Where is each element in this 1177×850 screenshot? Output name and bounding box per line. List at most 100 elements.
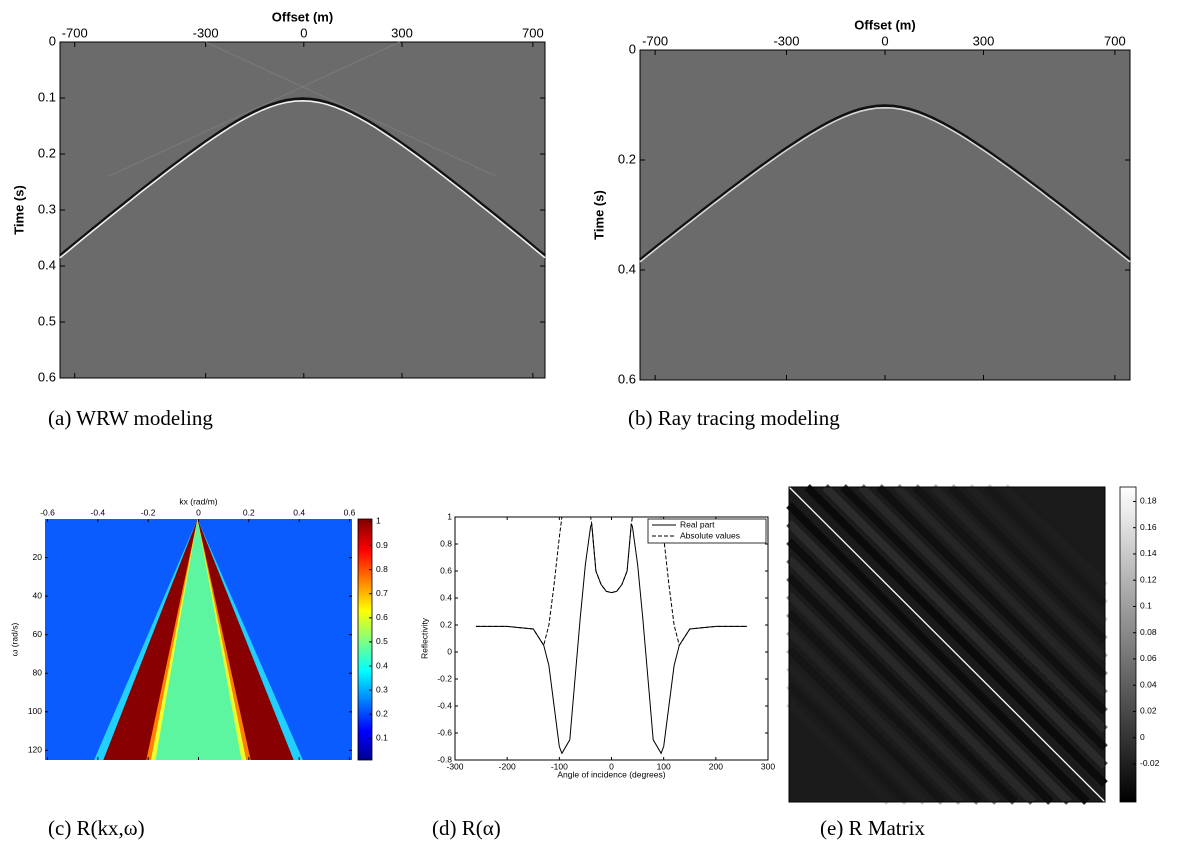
y-tick-label: 60	[33, 629, 43, 639]
y-tick-label: 0.4	[618, 261, 636, 276]
y-tick-label: -0.8	[437, 754, 452, 764]
x-tick-label: 0	[609, 761, 614, 771]
x-tick-label: 700	[522, 25, 544, 40]
matrix-stripe	[804, 484, 1108, 787]
colorbar-tick-label: 0.02	[1140, 706, 1157, 716]
colorbar-tick-label: 0.6	[376, 612, 388, 622]
matrix-stripe	[876, 484, 1108, 715]
caption: (d) R(α)	[432, 816, 501, 840]
matrix-stripe	[966, 484, 1108, 625]
x-tick-label: -300	[193, 25, 219, 40]
axis-title: Offset (m)	[272, 9, 333, 24]
y-tick-label: 0	[447, 646, 452, 656]
artifact	[108, 41, 400, 177]
y-tick-label: -0.6	[437, 727, 452, 737]
colorbar-tick-label: 0.08	[1140, 627, 1157, 637]
x-tick-label: -0.4	[91, 507, 106, 517]
legend-label: Real part	[680, 519, 715, 529]
caption: (b) Ray tracing modeling	[628, 406, 840, 430]
y-axis-label: ω (rad/s)	[9, 623, 19, 657]
matrix-stripe	[1002, 484, 1108, 589]
matrix-stripe	[786, 700, 892, 805]
x-tick-label: -0.6	[40, 507, 55, 517]
y-tick-label: 0	[629, 41, 636, 56]
x-tick-label: -100	[551, 761, 568, 771]
matrix-stripe	[786, 646, 946, 805]
y-tick-label: 120	[28, 745, 42, 755]
x-tick-label: 0	[881, 33, 888, 48]
colorbar	[357, 518, 373, 761]
x-tick-label: 100	[657, 761, 671, 771]
x-tick-label: 300	[761, 761, 775, 771]
matrix-stripe	[786, 664, 928, 805]
matrix-stripe	[822, 484, 1108, 769]
x-axis-label: Angle of incidence (degrees)	[557, 769, 665, 779]
y-tick-label: 0.3	[38, 201, 56, 216]
y-tick-label: 0.2	[440, 619, 452, 629]
legend-label: Absolute values	[680, 530, 740, 540]
x-tick-label: 300	[391, 25, 413, 40]
colorbar-tick-label: 0.1	[1140, 601, 1152, 611]
y-tick-label: 0.4	[38, 257, 56, 272]
matrix-stripe	[858, 484, 1108, 733]
hyperbola-light	[639, 106, 1131, 263]
hyperbola-light	[59, 99, 546, 259]
seismic-background	[639, 49, 1131, 381]
y-tick-label: 0.2	[618, 151, 636, 166]
y-tick-label: 0.8	[440, 538, 452, 548]
hyperbola-dark	[59, 97, 546, 257]
matrix-stripe	[786, 556, 1036, 805]
colorbar-tick-label: 0.7	[376, 588, 388, 598]
matrix-stripe	[912, 484, 1108, 679]
colorbar-tick-label: 0.2	[376, 708, 388, 718]
colorbar-tick-label: 0.14	[1140, 548, 1157, 558]
colorbar-tick-label: 0.9	[376, 540, 388, 550]
x-tick-label: 0	[196, 507, 201, 517]
matrix-stripe	[948, 484, 1108, 643]
series-line	[475, 516, 748, 647]
artifact	[205, 41, 497, 177]
x-tick-label: 700	[1104, 33, 1126, 48]
series-line	[475, 523, 748, 755]
x-tick-label: -700	[62, 25, 88, 40]
y-tick-label: 0.5	[38, 313, 56, 328]
matrix-stripe	[894, 484, 1108, 697]
y-tick-label: 40	[33, 590, 43, 600]
caption: (e) R Matrix	[820, 816, 925, 840]
matrix-stripe	[786, 682, 910, 805]
y-tick-label: 0	[49, 33, 56, 48]
colorbar-tick-label: 1	[376, 516, 381, 526]
matrix-stripe	[786, 628, 964, 805]
x-tick-label: 200	[709, 761, 723, 771]
matrix-stripe	[786, 502, 1090, 805]
colorbar-tick-label: 0	[1140, 732, 1145, 742]
y-tick-label: 80	[33, 667, 43, 677]
y-tick-label: 20	[33, 552, 43, 562]
y-tick-label: -0.4	[437, 700, 452, 710]
matrix-stripe	[930, 484, 1108, 661]
matrix-stripe	[984, 484, 1108, 607]
y-axis-label: Time (s)	[591, 190, 606, 240]
colorbar-tick-label: 0.3	[376, 684, 388, 694]
y-axis-label: Time (s)	[11, 185, 26, 235]
y-tick-label: 0.6	[38, 369, 56, 384]
x-tick-label: -700	[642, 33, 668, 48]
y-tick-label: 1	[447, 511, 452, 521]
colorbar-tick-label: 0.4	[376, 660, 388, 670]
x-tick-label: -200	[499, 761, 516, 771]
y-tick-label: 0.6	[440, 565, 452, 575]
matrix-stripe	[786, 538, 1054, 805]
band-green	[155, 519, 242, 760]
colorbar-tick-label: -0.02	[1140, 758, 1160, 768]
colorbar-tick-label: 0.06	[1140, 653, 1157, 663]
x-tick-label: -300	[446, 761, 463, 771]
plot-area	[454, 516, 769, 761]
colorbar-tick-label: 0.1	[376, 733, 388, 743]
legend-box	[647, 518, 767, 544]
hyperbola-dark	[639, 104, 1131, 262]
x-tick-label: 0	[300, 25, 307, 40]
x-tick-label: 0.2	[243, 507, 255, 517]
y-tick-label: 0.6	[618, 371, 636, 386]
y-tick-label: 0.1	[38, 89, 56, 104]
